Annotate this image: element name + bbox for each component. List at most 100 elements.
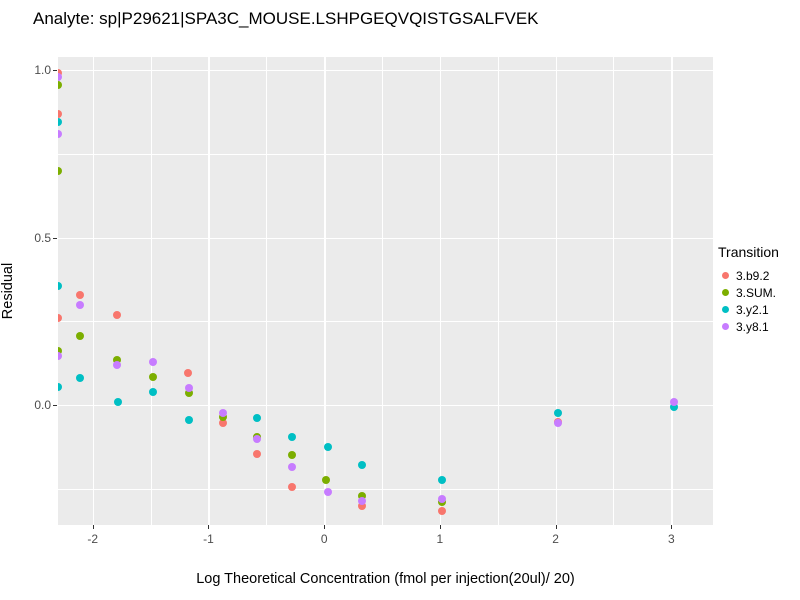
gridline-minor (58, 153, 713, 155)
gridline-minor (613, 57, 615, 525)
legend-title: Transition (718, 244, 779, 260)
data-point (184, 389, 193, 398)
legend-entry: 3.b9.2 (718, 267, 798, 284)
data-point (323, 442, 332, 451)
data-point (113, 355, 122, 364)
data-point (287, 463, 296, 472)
legend-entry-label: 3.y2.1 (736, 302, 769, 317)
data-point (438, 476, 447, 485)
x-tick-label: 0 (320, 532, 328, 546)
gridline-minor (497, 57, 499, 525)
data-point (253, 434, 262, 443)
legend-swatch-icon (722, 289, 729, 296)
gridline-major (439, 57, 442, 525)
data-point (58, 72, 62, 81)
y-tick-label: 0.0 (34, 398, 51, 413)
data-point (58, 347, 62, 356)
data-point (184, 384, 193, 393)
data-point (75, 290, 84, 299)
gridline-major (324, 57, 326, 525)
data-point (553, 409, 562, 418)
data-point (358, 461, 367, 470)
gridline-major (671, 57, 673, 525)
x-tick-mark (555, 525, 557, 529)
data-point (669, 397, 678, 406)
gridline-minor (58, 321, 713, 322)
data-point (113, 360, 122, 369)
x-tick-label: -2 (87, 532, 99, 546)
plot-panel (58, 57, 713, 525)
legend-entries: 3.b9.2 3.SUM. 3.y2.1 3.y8.1 (718, 267, 798, 335)
x-tick-mark (208, 525, 210, 529)
legend-entry: 3.y2.1 (718, 301, 798, 318)
data-point (287, 432, 296, 441)
y-tick-mark (53, 237, 57, 239)
data-point (219, 419, 228, 428)
x-tick-mark (92, 525, 94, 529)
data-point (58, 352, 62, 361)
data-point (669, 402, 678, 411)
legend-swatch-icon (722, 306, 729, 313)
data-point (287, 451, 296, 460)
gridline-major (58, 70, 713, 72)
gridline-major (58, 237, 713, 239)
plot-title: Analyte: sp|P29621|SPA3C_MOUSE.LSHPGEQVQ… (33, 9, 539, 28)
legend-entry: 3.SUM. (718, 284, 798, 301)
data-point (58, 166, 62, 175)
data-point (358, 496, 367, 505)
gridline-major (555, 57, 557, 525)
gridline-minor (266, 57, 267, 525)
y-tick-mark (53, 405, 57, 407)
data-point (253, 414, 262, 423)
y-tick-label: 1.0 (34, 63, 51, 78)
data-point (438, 506, 447, 515)
x-tick-mark (671, 525, 673, 529)
data-point (253, 449, 262, 458)
data-point (58, 109, 62, 118)
gridline-major (208, 57, 210, 525)
data-point (184, 416, 193, 425)
y-tick-mark (53, 70, 57, 72)
gridline-minor (58, 488, 713, 490)
data-point (58, 129, 62, 138)
data-point (438, 494, 447, 503)
data-point (358, 501, 367, 510)
data-point (148, 372, 157, 381)
data-point (75, 332, 84, 341)
data-point (287, 483, 296, 492)
data-point (553, 419, 562, 428)
data-point (219, 409, 228, 418)
data-point (323, 488, 332, 497)
data-point (183, 369, 192, 378)
data-point (58, 282, 62, 291)
gridline-minor (382, 57, 383, 525)
gridline-major (58, 405, 713, 407)
x-tick-mark (324, 525, 326, 529)
x-tick-mark (439, 525, 441, 529)
legend-swatch-icon (722, 323, 729, 330)
data-point (114, 397, 123, 406)
legend-entry-label: 3.b9.2 (736, 268, 770, 283)
data-point (358, 491, 367, 500)
legend-entry: 3.y8.1 (718, 318, 798, 335)
data-point (58, 313, 62, 322)
y-tick-label: 0.5 (34, 230, 51, 245)
data-point (322, 476, 331, 485)
data-point (58, 117, 62, 126)
data-point (75, 300, 84, 309)
data-point (148, 357, 157, 366)
data-point (75, 374, 84, 383)
legend-entry-label: 3.y8.1 (736, 319, 769, 334)
data-point (113, 310, 122, 319)
data-point (58, 81, 62, 90)
legend-swatch-icon (722, 272, 729, 279)
x-tick-label: 1 (436, 532, 444, 546)
legend: Transition 3.b9.2 3.SUM. 3.y2.1 3.y8.1 (718, 244, 798, 335)
x-axis-title: Log Theoretical Concentration (fmol per … (196, 571, 575, 587)
x-tick-label: 2 (552, 532, 559, 546)
gridline-major (92, 57, 95, 525)
data-point (58, 382, 62, 391)
legend-entry-label: 3.SUM. (736, 285, 777, 300)
gridline-minor (150, 57, 152, 525)
